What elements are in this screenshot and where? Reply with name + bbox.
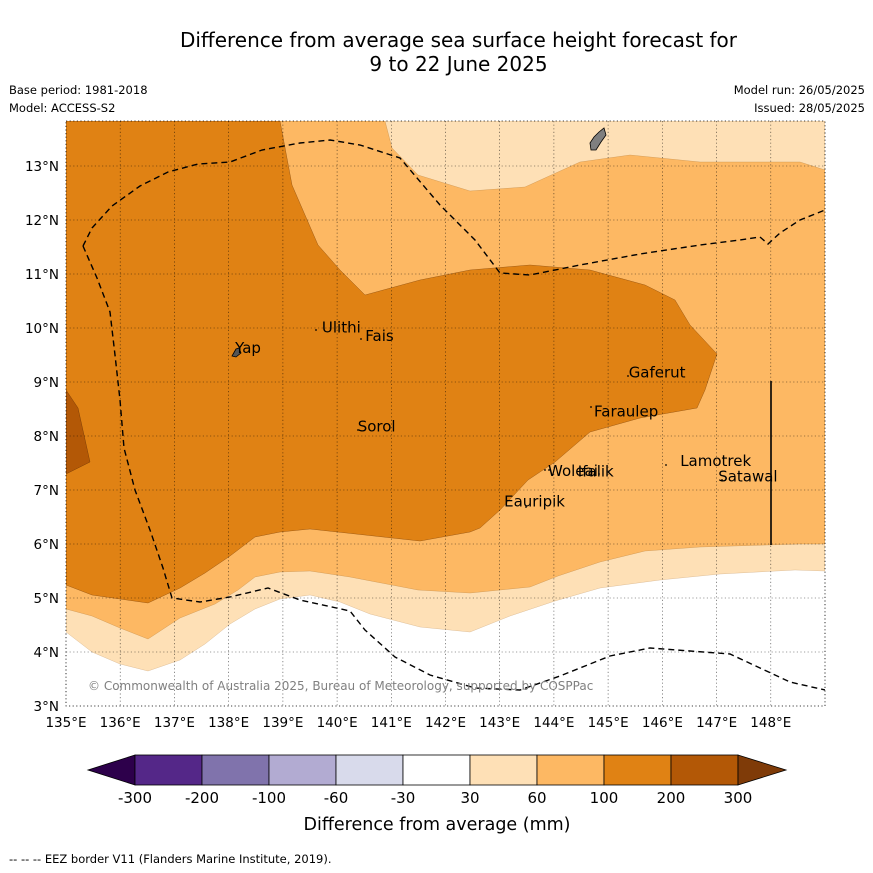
place-label-sorol: Sorol <box>358 418 396 436</box>
lat-tick-label: 10°N <box>25 321 59 337</box>
lon-tick-label: 140°E <box>317 715 358 731</box>
place-label-faraulep: Faraulep <box>594 403 658 421</box>
eez-border <box>82 139 825 691</box>
place-label-fais: Fais <box>365 327 394 345</box>
colorbar-segment <box>268 754 337 786</box>
lon-tick-label: 146°E <box>642 715 683 731</box>
colorbar-segment <box>603 754 672 786</box>
place-label-gaferut: Gaferut <box>629 364 686 382</box>
lon-tick-label: 147°E <box>696 715 737 731</box>
lat-tick-label: 4°N <box>34 645 59 661</box>
lat-tick-label: 3°N <box>34 699 59 715</box>
colorbar <box>86 754 788 786</box>
lat-tick-label: 9°N <box>34 375 59 391</box>
lat-tick-label: 13°N <box>25 159 59 175</box>
lat-tick-label: 6°N <box>34 537 59 553</box>
lon-tick-label: 138°E <box>208 715 249 731</box>
lon-tick-label: 142°E <box>425 715 466 731</box>
model-name: Model: ACCESS-S2 <box>9 101 116 115</box>
meta-right: Model run: 26/05/2025 Issued: 28/05/2025 <box>734 81 865 117</box>
lat-tick-label: 5°N <box>34 591 59 607</box>
colorbar-label: 30 <box>460 789 479 807</box>
place-label-yap: Yap <box>234 339 261 357</box>
copyright-text: © Commonwealth of Australia 2025, Bureau… <box>88 679 593 693</box>
colorbar-segment <box>134 754 203 786</box>
colorbar-segment <box>201 754 270 786</box>
atoll-markers <box>315 329 723 508</box>
colorbar-label: -100 <box>252 789 286 807</box>
colorbar-label: 300 <box>724 789 753 807</box>
lon-tick-label: 137°E <box>154 715 195 731</box>
colorbar-labels: -300 -200 -100 -60 -30 30 60 100 200 300 <box>118 789 752 807</box>
colorbar-segment <box>469 754 538 786</box>
lon-tick-label: 141°E <box>371 715 412 731</box>
colorbar-title: Difference from average (mm) <box>303 815 570 835</box>
place-labels: Ulithi Fais Yap Gaferut Faraulep Sorol Lamotre… <box>234 318 778 510</box>
lon-tick-label: 145°E <box>588 715 629 731</box>
colorbar-extend-high <box>737 754 788 786</box>
place-label-ulithi: Ulithi <box>322 318 361 336</box>
colorbar-label: -30 <box>391 789 416 807</box>
plot-frame <box>65 120 826 707</box>
lat-tick-label: 7°N <box>34 483 59 499</box>
colorbar-label: 100 <box>590 789 619 807</box>
issued-date: Issued: 28/05/2025 <box>754 101 865 115</box>
lon-tick-label: 136°E <box>100 715 141 731</box>
map-plot-area: Ulithi Fais Yap Gaferut Faraulep Sorol Lamotre… <box>66 121 825 706</box>
place-label-satawal: Satawal <box>718 467 777 485</box>
lat-tick-label: 8°N <box>34 429 59 445</box>
colorbar-extend-low <box>86 754 136 786</box>
longitude-ticks: 135°E 136°E 137°E 138°E 139°E 140°E 141°E 142°E… <box>45 715 791 731</box>
place-label-woleai: Woleai <box>548 462 598 480</box>
title-line-2: 9 to 22 June 2025 <box>369 52 548 76</box>
guam-island <box>589 127 607 151</box>
place-label-lamotrek: Lamotrek <box>680 452 751 470</box>
place-label-ifalik: Ifalik <box>578 463 614 481</box>
base-period: Base period: 1981-2018 <box>9 83 148 97</box>
colorbar-label: 60 <box>527 789 546 807</box>
colorbar-segment <box>335 754 404 786</box>
title-line-1: Difference from average sea surface heig… <box>179 28 738 52</box>
colorbar-segment <box>670 754 739 786</box>
lat-tick-label: 11°N <box>25 267 59 283</box>
place-label-eauripik: Eauripik <box>504 493 565 511</box>
yap-island <box>231 347 242 358</box>
band-200-300 <box>66 389 91 475</box>
colorbar-label: -60 <box>324 789 349 807</box>
colorbar-label: -200 <box>185 789 219 807</box>
latitude-ticks: 3°N 4°N 5°N 6°N 7°N 8°N 9°N 10°N 11°N 12°N 13°N <box>25 159 59 715</box>
meta-left: Base period: 1981-2018 Model: ACCESS-S2 <box>9 81 148 117</box>
lon-tick-label: 143°E <box>479 715 520 731</box>
band-100-200 <box>66 121 718 604</box>
lon-tick-label: 139°E <box>262 715 303 731</box>
colorbar-segment <box>536 754 605 786</box>
colorbar-label: -300 <box>118 789 152 807</box>
lon-tick-label: 144°E <box>533 715 574 731</box>
eez-legend: -- -- -- EEZ border V11 (Flanders Marine… <box>9 852 332 866</box>
lon-tick-label: 148°E <box>750 715 791 731</box>
lon-tick-label: 135°E <box>45 715 86 731</box>
model-run: Model run: 26/05/2025 <box>733 83 865 97</box>
colorbar-segment <box>402 754 471 786</box>
lat-tick-label: 12°N <box>25 213 59 229</box>
map-title: Difference from average sea surface heig… <box>0 28 873 76</box>
colorbar-label: 200 <box>657 789 686 807</box>
